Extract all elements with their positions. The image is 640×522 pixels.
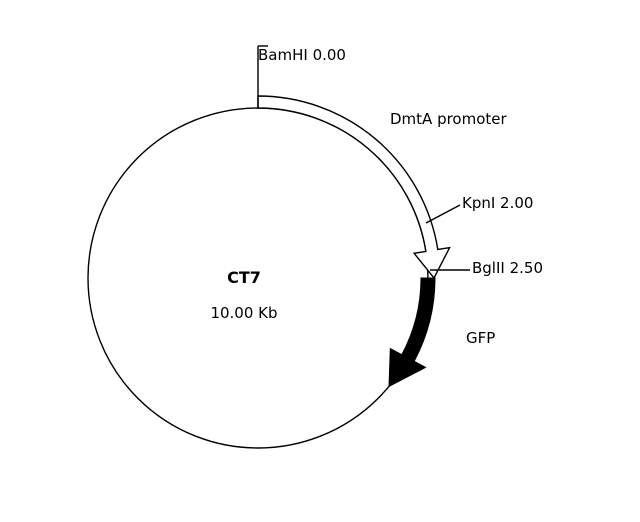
site-label-kpni: KpnI 2.00 bbox=[462, 194, 533, 212]
site-label-bglii: BglII 2.50 bbox=[472, 259, 543, 277]
site-leader-kpni bbox=[425, 204, 461, 224]
site-label-bamhi: BamHI 0.00 bbox=[258, 46, 346, 64]
feature-label-dmta-promoter: DmtA promoter bbox=[390, 110, 508, 128]
feature-label-gfp: GFP bbox=[466, 329, 495, 347]
plasmid-size: 10.00 Kb bbox=[210, 304, 277, 322]
feature-gfp-arrow bbox=[388, 277, 436, 388]
feature-dmta-promoter-arrow bbox=[257, 95, 451, 280]
plasmid-name: CT7 bbox=[227, 268, 261, 287]
